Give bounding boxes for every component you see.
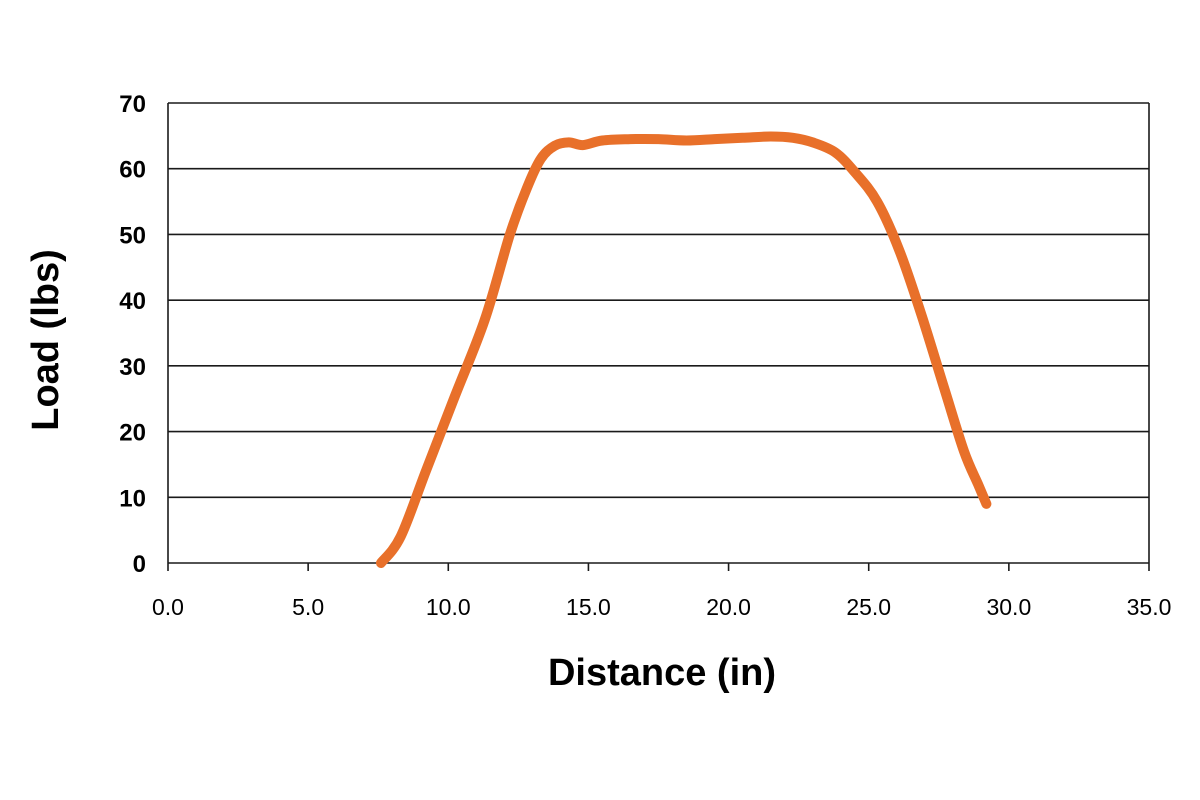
x-tick-label: 25.0 xyxy=(846,594,891,620)
x-tick-label: 15.0 xyxy=(566,594,611,620)
y-tick-label: 30 xyxy=(119,354,146,381)
y-tick-label: 40 xyxy=(119,288,146,315)
y-tick-label: 10 xyxy=(119,485,146,512)
y-tick-label: 20 xyxy=(119,420,146,447)
x-tick-label: 20.0 xyxy=(706,594,751,620)
x-tick-label: 0.0 xyxy=(152,594,184,620)
y-axis-title: Load (lbs) xyxy=(25,249,67,431)
gridlines xyxy=(168,102,1149,499)
x-tick-label: 30.0 xyxy=(986,594,1031,620)
series-lines xyxy=(376,131,992,568)
y-tick-label: 70 xyxy=(119,91,146,118)
x-tick-label: 35.0 xyxy=(1127,594,1172,620)
axes xyxy=(167,103,1150,571)
series-line-0 xyxy=(376,131,992,568)
y-tick-label: 50 xyxy=(119,222,146,249)
x-tick-label: 5.0 xyxy=(292,594,324,620)
y-tick-label: 0 xyxy=(133,551,146,578)
x-tick-label: 10.0 xyxy=(426,594,471,620)
x-axis-title: Distance (in) xyxy=(548,652,776,694)
y-tick-label: 60 xyxy=(119,157,146,184)
tick-labels: 0 10 20 30 40 50 60 70 0.0 5.0 10.0 15.0 20.0 25.0 30.… xyxy=(119,91,1171,620)
